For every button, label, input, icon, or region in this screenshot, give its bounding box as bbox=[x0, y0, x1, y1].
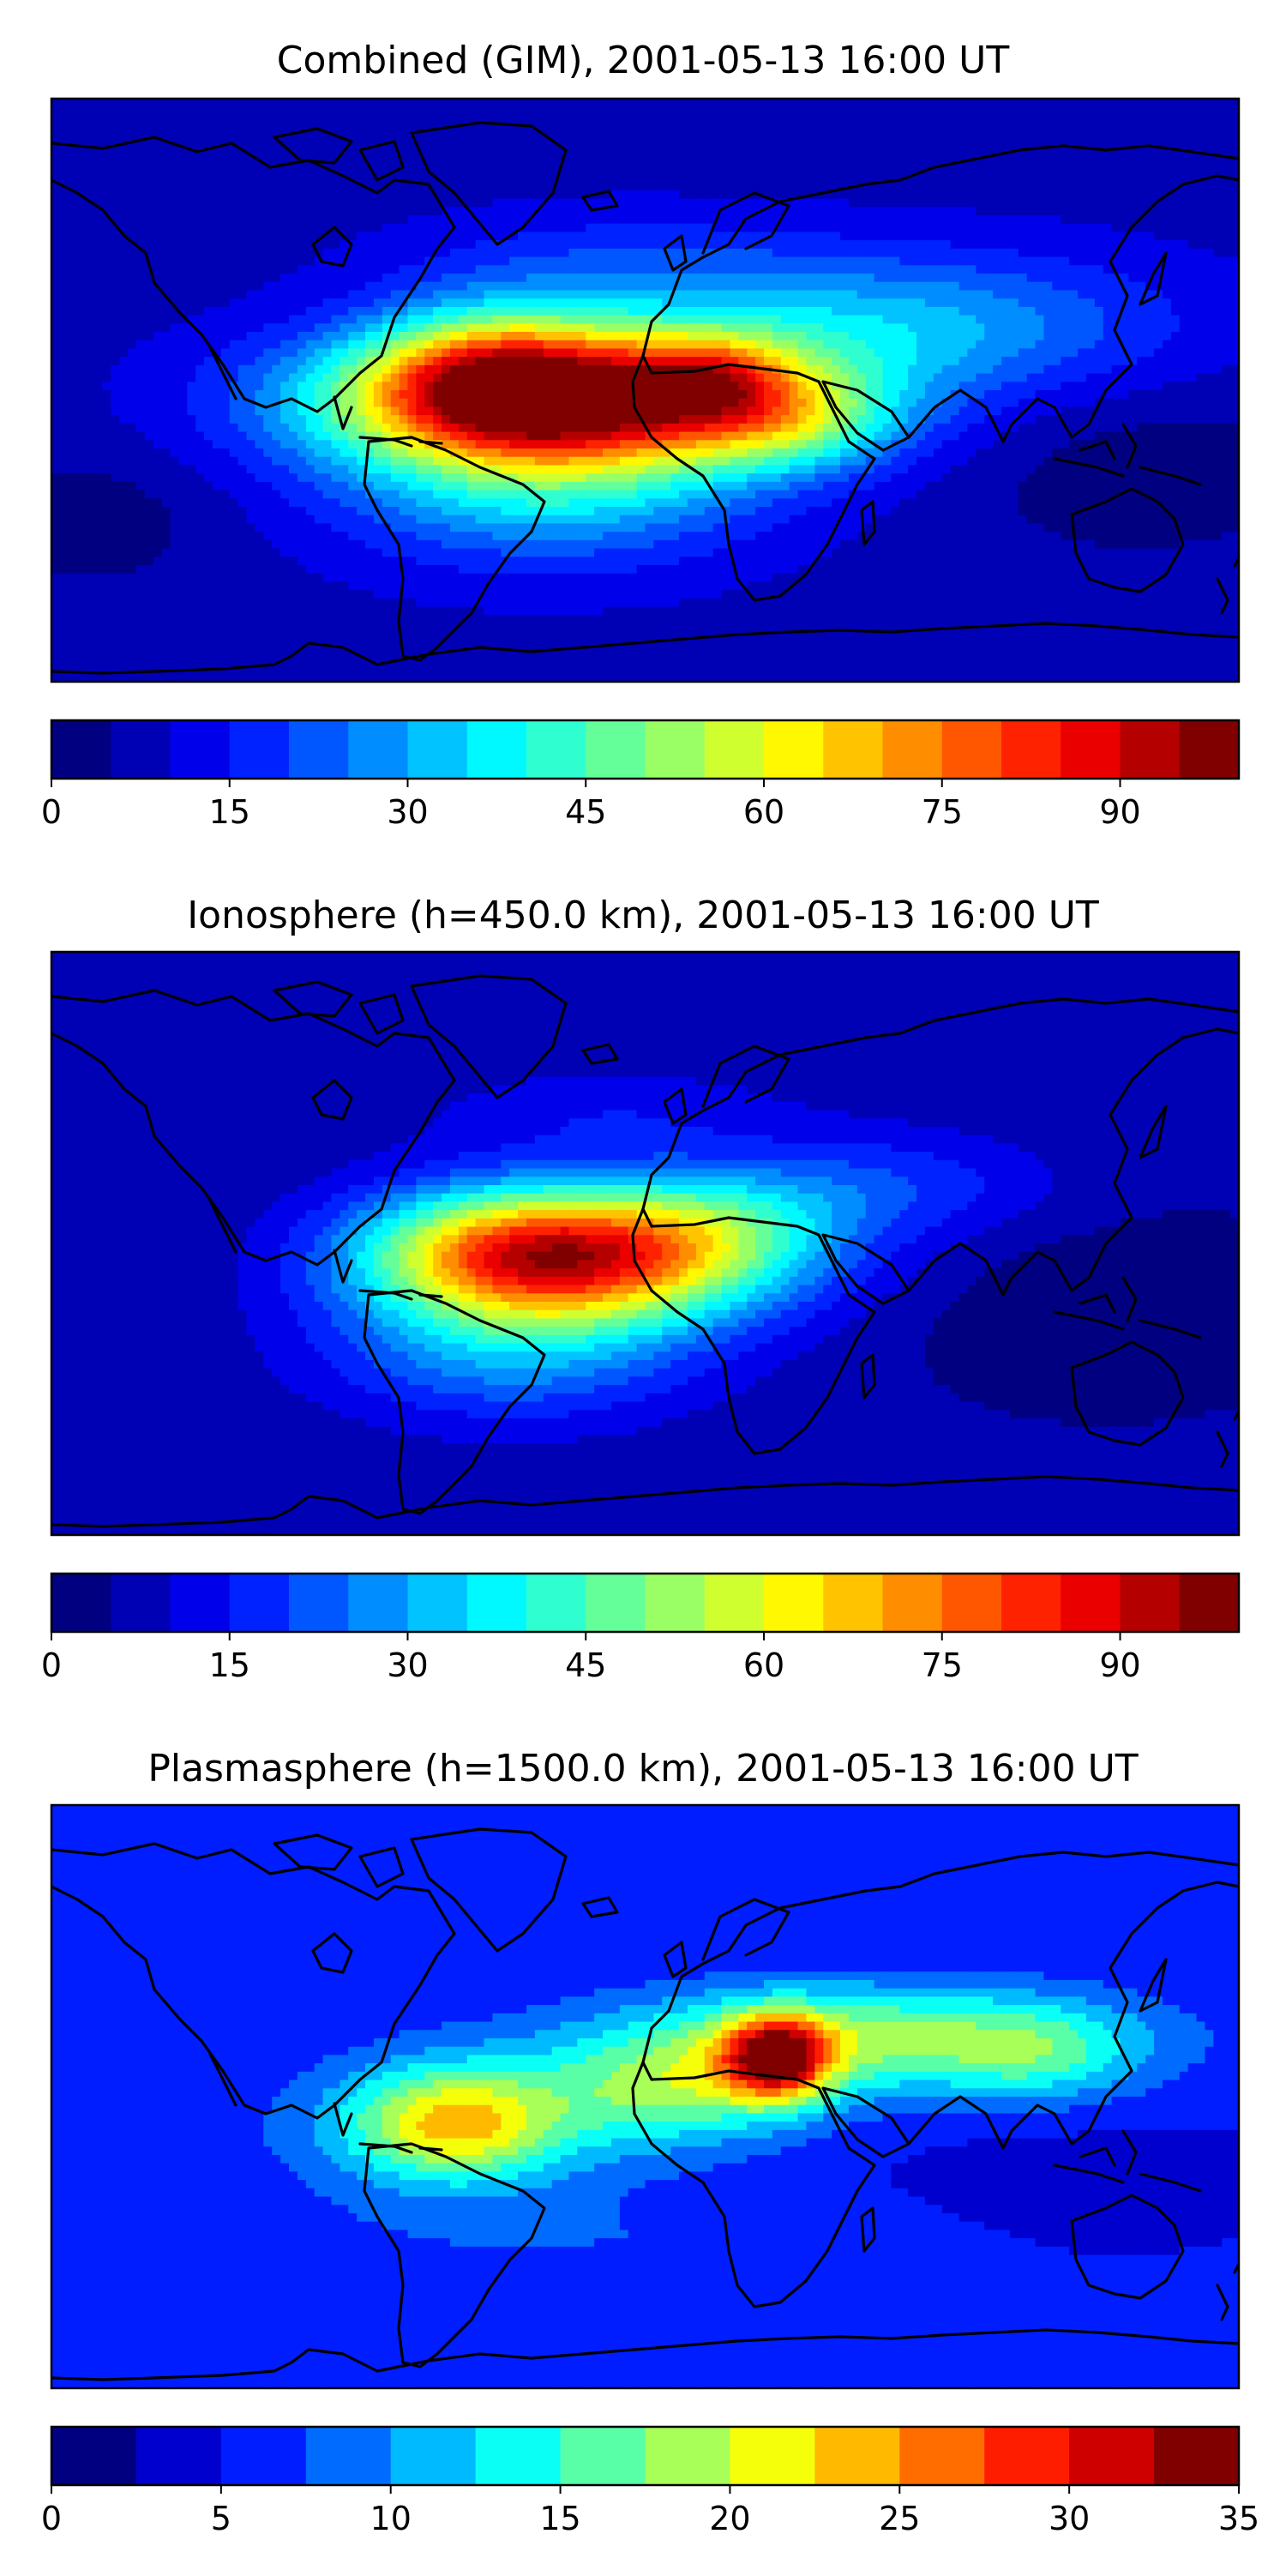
colorbar-tick-label: 45 bbox=[565, 1646, 606, 1684]
colorbar-tick-label: 75 bbox=[922, 1646, 963, 1684]
colorbar-segment bbox=[1001, 720, 1061, 779]
panel-title: Plasmasphere (h=1500.0 km), 2001-05-13 1… bbox=[147, 1747, 1138, 1791]
colorbar-tick-label: 15 bbox=[209, 1646, 250, 1684]
colorbar-tick-label: 30 bbox=[1049, 2500, 1090, 2537]
colorbar-segment bbox=[171, 1574, 231, 1632]
colorbar-tick-label: 90 bbox=[1099, 793, 1140, 831]
colorbar-segment bbox=[883, 720, 943, 779]
colorbar-segment bbox=[646, 720, 706, 779]
colorbar-segment bbox=[526, 1574, 586, 1632]
colorbar-segment bbox=[942, 1574, 1002, 1632]
colorbar-tick-label: 0 bbox=[41, 2500, 62, 2537]
colorbar-segment bbox=[1061, 720, 1121, 779]
panel-ionosphere: Ionosphere (h=450.0 km), 2001-05-13 16:0… bbox=[41, 894, 1240, 1684]
tec-field bbox=[51, 99, 1240, 683]
colorbar-segment bbox=[230, 1574, 290, 1632]
colorbar-segment bbox=[408, 720, 468, 779]
colorbar-segment bbox=[51, 720, 111, 779]
colorbar: 0 15 30 45 60 75 90 bbox=[41, 1574, 1240, 1684]
colorbar-segment bbox=[984, 2427, 1069, 2485]
colorbar-tick-label: 30 bbox=[387, 793, 428, 831]
colorbar-segment bbox=[51, 1574, 111, 1632]
colorbar-segment bbox=[51, 2427, 136, 2485]
colorbar-segment bbox=[705, 720, 765, 779]
colorbar-segment bbox=[306, 2427, 391, 2485]
colorbar-segment bbox=[408, 1574, 468, 1632]
colorbar-tick-label: 30 bbox=[387, 1646, 428, 1684]
colorbar: 0 15 30 45 60 75 90 bbox=[41, 720, 1240, 831]
colorbar-tick-label: 0 bbox=[41, 1646, 62, 1684]
colorbar-segment bbox=[646, 2427, 730, 2485]
colorbar-segment bbox=[705, 1574, 765, 1632]
panel-title: Combined (GIM), 2001-05-13 16:00 UT bbox=[277, 39, 1010, 82]
colorbar-segment bbox=[348, 1574, 408, 1632]
colorbar-segment bbox=[1001, 1574, 1061, 1632]
panel-combined: Combined (GIM), 2001-05-13 16:00 UT 0 15 3… bbox=[41, 39, 1240, 831]
colorbar-tick-label: 20 bbox=[709, 2500, 750, 2537]
map bbox=[51, 99, 1240, 683]
colorbar-segment bbox=[1180, 720, 1240, 779]
colorbar-segment bbox=[467, 720, 527, 779]
colorbar-segment bbox=[467, 1574, 527, 1632]
colorbar-segment bbox=[823, 720, 883, 779]
colorbar-tick-label: 90 bbox=[1099, 1646, 1140, 1684]
colorbar-tick-label: 35 bbox=[1218, 2500, 1259, 2537]
tec-field bbox=[51, 952, 1240, 1536]
colorbar-tick-label: 5 bbox=[211, 2500, 231, 2537]
colorbar-segment bbox=[730, 2427, 814, 2485]
colorbar-segment bbox=[814, 2427, 899, 2485]
colorbar-tick-label: 45 bbox=[565, 793, 606, 831]
colorbar-segment bbox=[221, 2427, 306, 2485]
colorbar-segment bbox=[586, 720, 646, 779]
colorbar-segment bbox=[646, 1574, 706, 1632]
colorbar-tick-label: 25 bbox=[879, 2500, 920, 2537]
map bbox=[51, 1805, 1240, 2389]
colorbar-segment bbox=[942, 720, 1002, 779]
colorbar-segment bbox=[899, 2427, 984, 2485]
colorbar: 0 5 10 15 20 25 30 35 bbox=[41, 2427, 1259, 2537]
colorbar-segment bbox=[764, 1574, 824, 1632]
colorbar-tick-label: 15 bbox=[539, 2500, 580, 2537]
colorbar-segment bbox=[289, 1574, 349, 1632]
colorbar-segment bbox=[111, 1574, 171, 1632]
colorbar-tick-label: 10 bbox=[370, 2500, 412, 2537]
colorbar-segment bbox=[111, 720, 171, 779]
colorbar-tick-label: 15 bbox=[209, 793, 250, 831]
colorbar-segment bbox=[764, 720, 824, 779]
colorbar-segment bbox=[391, 2427, 476, 2485]
colorbar-segment bbox=[1061, 1574, 1121, 1632]
colorbar-segment bbox=[1121, 720, 1181, 779]
colorbar-segment bbox=[1154, 2427, 1239, 2485]
colorbar-segment bbox=[1069, 2427, 1154, 2485]
colorbar-segment bbox=[230, 720, 290, 779]
colorbar-segment bbox=[561, 2427, 646, 2485]
tec-field bbox=[51, 1805, 1240, 2389]
map bbox=[51, 952, 1240, 1536]
colorbar-segment bbox=[171, 720, 231, 779]
colorbar-tick-label: 60 bbox=[743, 793, 784, 831]
colorbar-tick-label: 0 bbox=[41, 793, 62, 831]
colorbar-tick-label: 60 bbox=[743, 1646, 784, 1684]
colorbar-segment bbox=[1121, 1574, 1181, 1632]
colorbar-segment bbox=[586, 1574, 646, 1632]
colorbar-segment bbox=[883, 1574, 943, 1632]
panel-plasmasphere: Plasmasphere (h=1500.0 km), 2001-05-13 1… bbox=[41, 1747, 1259, 2537]
colorbar-segment bbox=[476, 2427, 561, 2485]
colorbar-segment bbox=[136, 2427, 221, 2485]
colorbar-segment bbox=[348, 720, 408, 779]
panel-title: Ionosphere (h=450.0 km), 2001-05-13 16:0… bbox=[187, 894, 1099, 937]
colorbar-segment bbox=[289, 720, 349, 779]
colorbar-segment bbox=[526, 720, 586, 779]
colorbar-segment bbox=[1180, 1574, 1240, 1632]
colorbar-tick-label: 75 bbox=[922, 793, 963, 831]
colorbar-segment bbox=[823, 1574, 883, 1632]
